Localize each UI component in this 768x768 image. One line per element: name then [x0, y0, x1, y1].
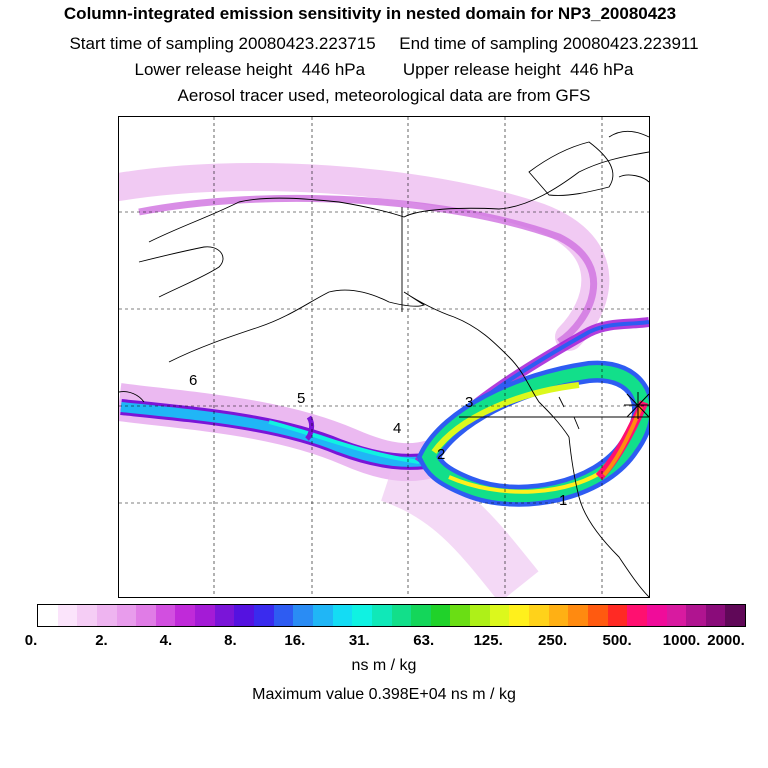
sensitivity-band-cyan — [268, 420, 420, 464]
release-point-marker — [624, 392, 649, 419]
northern-islands — [608, 130, 649, 183]
colorbar-segment — [136, 605, 156, 626]
plot-title: Column-integrated emission sensitivity i… — [63, 4, 677, 23]
sensitivity-loop-middle — [421, 365, 649, 503]
colorbar-segment — [548, 605, 569, 626]
colorbar-segment — [38, 605, 58, 626]
sensitivity-blob — [305, 415, 315, 441]
colorbar-segment — [646, 605, 667, 626]
colorbar-segment — [312, 605, 333, 626]
colorbar-tick-label: 31. — [348, 632, 370, 649]
colorbar-segment — [96, 605, 117, 626]
colorbar-segment — [627, 605, 647, 626]
colorbar-segment — [273, 605, 294, 626]
colorbar-segment — [155, 605, 176, 626]
point-label-4: 4 — [393, 420, 401, 437]
tracer-info-line: Aerosol tracer used, meteorological data… — [177, 86, 591, 105]
colorbar-tick-label: 0. — [24, 632, 38, 649]
point-label-6: 6 — [189, 372, 197, 389]
colorbar-segment — [214, 605, 235, 626]
point-label-3: 3 — [465, 394, 473, 411]
canadian-archipelago — [528, 141, 614, 196]
canada-us-border — [401, 207, 649, 418]
colorbar-segment — [57, 605, 78, 626]
release-height-line: Lower release height 446 hPa Upper relea… — [134, 60, 634, 79]
colorbar-segment — [195, 605, 215, 626]
colorbar-tick-label: 4. — [159, 632, 173, 649]
siberia-coastline — [138, 246, 224, 298]
colorbar-tick-label: 2. — [95, 632, 108, 649]
colorbar-tick-label: 250. — [538, 632, 568, 649]
aleutian-islands — [119, 391, 145, 403]
colorbar-segment — [725, 605, 746, 626]
lat-lon-grid — [119, 117, 649, 597]
colorbar-segment — [77, 605, 97, 626]
colorbar-segment — [666, 605, 687, 626]
sampling-time-line: Start time of sampling 20080423.223715 E… — [69, 34, 699, 53]
colorbar-segment — [352, 605, 372, 626]
sensitivity-loop-core — [431, 382, 580, 454]
colorbar-segment — [607, 605, 628, 626]
colorbar-segment — [705, 605, 726, 626]
emission-sensitivity-map: 6 5 4 3 2 1 — [118, 116, 650, 598]
colorbar-segment — [293, 605, 313, 626]
alaska-coastline — [168, 289, 455, 363]
arctic-coastline — [148, 151, 649, 243]
colorbar-segment — [568, 605, 588, 626]
colorbar-tick-label: 16. — [284, 632, 306, 649]
trajectory-point-labels: 6 5 4 3 2 1 — [189, 372, 567, 509]
inland-water — [558, 396, 580, 430]
colorbar-tick-label: 2000. — [707, 632, 745, 649]
colorbar-tick-label: 8. — [224, 632, 237, 649]
colorbar-segment — [254, 605, 274, 626]
colorbar-units: ns m / kg — [351, 657, 417, 674]
colorbar-segment — [529, 605, 549, 626]
sensitivity-loop-south-core — [448, 465, 611, 494]
point-label-2: 2 — [437, 446, 445, 463]
us-west-coastline — [568, 436, 649, 597]
colorbar-segment — [371, 605, 392, 626]
colorbar-segment — [116, 605, 137, 626]
colorbar-tick-label: 63. — [413, 632, 435, 649]
sensitivity-field — [119, 163, 649, 597]
colorbar — [37, 604, 746, 627]
colorbar-segment — [175, 605, 196, 626]
colorbar-segment — [450, 605, 471, 626]
colorbar-tick-labels: 0. 2. 4. 8. 16. 31. 63. 125. 250. 500. 1000. 2000. — [0, 632, 768, 652]
colorbar-segment — [411, 605, 431, 626]
point-label-5: 5 — [297, 390, 305, 407]
colorbar-segment — [430, 605, 451, 626]
colorbar-tick-label: 125. — [473, 632, 503, 649]
colorbar-segment — [587, 605, 608, 626]
colorbar-tick-label: 1000. — [662, 632, 701, 649]
point-label-1: 1 — [559, 492, 567, 509]
colorbar-segment — [686, 605, 706, 626]
colorbar-tick-label: 500. — [602, 632, 632, 649]
colorbar-segment — [470, 605, 490, 626]
colorbar-segment — [391, 605, 412, 626]
sensitivity-arc-inner — [138, 194, 597, 345]
colorbar-segment — [234, 605, 255, 626]
colorbar-segment — [332, 605, 353, 626]
coastlines — [119, 130, 649, 597]
maximum-value-text: Maximum value 0.398E+04 ns m / kg — [252, 686, 516, 703]
colorbar-segment — [509, 605, 530, 626]
colorbar-segment — [489, 605, 510, 626]
